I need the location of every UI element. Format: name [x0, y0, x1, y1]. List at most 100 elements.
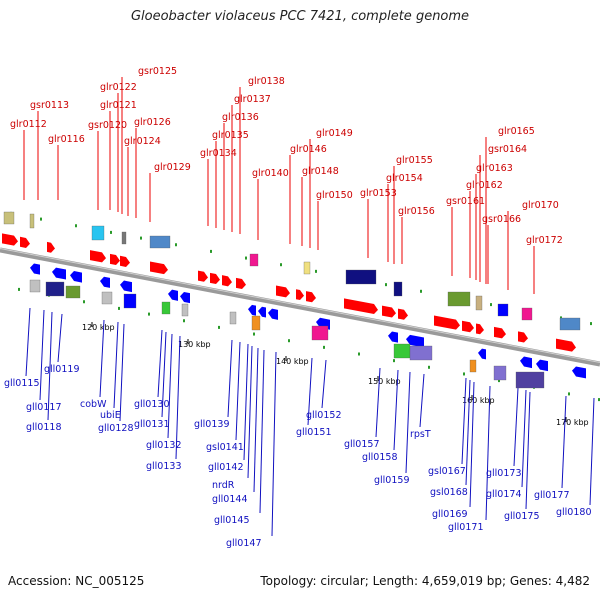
- forward-gene-label: glr0163: [476, 163, 513, 174]
- reverse-label-leader: [39, 309, 45, 401]
- forward-gene-arrow: [20, 236, 30, 248]
- reverse-gene-label: gll0174: [486, 489, 522, 500]
- track-marker: [463, 372, 465, 376]
- track-marker: [323, 345, 325, 349]
- forward-gene-arrow: [434, 315, 460, 330]
- reverse-label-leader: [469, 381, 475, 508]
- feature-box: [251, 315, 261, 331]
- accession-text: Accession: NC_005125: [8, 574, 145, 588]
- scale-tick-label: 120 kbp: [82, 323, 115, 332]
- feature-box: [515, 371, 545, 389]
- forward-gene-label: glr0138: [248, 76, 285, 87]
- forward-gene-label: glr0126: [134, 117, 171, 128]
- forward-gene-arrow: [236, 277, 246, 289]
- reverse-gene-label: gll0145: [214, 515, 250, 526]
- backbone-highlight: [0, 248, 600, 363]
- track-marker: [490, 303, 492, 307]
- track-marker: [253, 332, 255, 336]
- feature-box: [149, 235, 171, 249]
- track-marker: [315, 269, 317, 273]
- forward-gene-arrow: [110, 253, 120, 266]
- forward-gene-label: gsr0161: [446, 196, 485, 207]
- reverse-gene-arrow: [248, 304, 256, 316]
- reverse-gene-label: gll0157: [344, 439, 380, 450]
- feature-box: [29, 279, 41, 293]
- track-marker: [568, 392, 570, 396]
- reverse-gene-arrow: [120, 280, 132, 293]
- reverse-gene-arrow: [100, 276, 110, 288]
- forward-gene-arrow: [398, 308, 408, 320]
- reverse-gene-label: gll0118: [26, 422, 62, 433]
- forward-gene-label: glr0116: [48, 134, 85, 145]
- feature-box: [469, 359, 477, 373]
- feature-box: [45, 281, 65, 297]
- forward-gene-label: glr0149: [316, 128, 353, 139]
- feature-box: [345, 269, 377, 285]
- reverse-gene-label: gll0117: [26, 402, 62, 413]
- track-marker: [83, 300, 85, 304]
- reverse-label-leader: [521, 389, 527, 488]
- feature-box: [229, 311, 237, 325]
- forward-gene-label: glr0165: [498, 126, 535, 137]
- track-marker: [385, 283, 387, 287]
- reverse-gene-arrow: [478, 348, 486, 360]
- track-marker: [218, 325, 220, 329]
- forward-gene-label: glr0135: [212, 130, 249, 141]
- forward-gene-label: glr0122: [100, 82, 137, 93]
- reverse-label-leader: [321, 359, 327, 409]
- forward-gene-arrow: [462, 320, 474, 333]
- genome-summary-text: Topology: circular; Length: 4,659,019 bp…: [260, 574, 590, 588]
- feature-box: [123, 293, 137, 309]
- forward-gene-label: gsr0125: [138, 66, 177, 77]
- backbone-line: [0, 247, 600, 367]
- feature-box: [91, 225, 105, 241]
- reverse-label-leader: [465, 379, 471, 486]
- reverse-gene-label: gll0139: [194, 419, 230, 430]
- reverse-gene-label: ubiE: [100, 410, 121, 421]
- reverse-gene-arrow: [388, 331, 398, 343]
- reverse-gene-arrow: [268, 308, 278, 320]
- track-marker: [420, 289, 422, 293]
- forward-gene-label: glr0124: [124, 136, 161, 147]
- forward-gene-label: glr0137: [234, 94, 271, 105]
- reverse-gene-arrow: [536, 359, 548, 372]
- reverse-gene-label: gll0142: [208, 462, 244, 473]
- reverse-gene-label: nrdR: [212, 480, 235, 491]
- reverse-label-leader: [99, 319, 105, 398]
- reverse-gene-arrow: [520, 356, 532, 369]
- reverse-gene-label: gll0131: [134, 419, 170, 430]
- reverse-gene-label: gsl0141: [206, 442, 244, 453]
- forward-gene-label: glr0172: [526, 235, 563, 246]
- forward-gene-arrow: [494, 326, 506, 339]
- feature-box: [303, 261, 311, 275]
- reverse-label-leader: [461, 377, 467, 465]
- reverse-label-leader: [113, 321, 119, 409]
- reverse-label-leader: [375, 367, 381, 438]
- forward-gene-label: glr0154: [386, 173, 423, 184]
- reverse-label-leader: [561, 395, 567, 489]
- reverse-gene-label: gll0158: [362, 452, 398, 463]
- forward-gene-arrow: [2, 233, 18, 246]
- track-band: [0, 205, 600, 419]
- forward-gene-label: glr0134: [200, 148, 237, 159]
- reverse-gene-label: gll0133: [146, 461, 182, 472]
- reverse-label-leader: [47, 311, 53, 421]
- track-marker: [498, 379, 500, 383]
- reverse-gene-label: gll0115: [4, 378, 40, 389]
- forward-gene-label: glr0156: [398, 206, 435, 217]
- scale-tick-label: 140 kbp: [276, 357, 309, 366]
- forward-gene-label: glr0162: [466, 180, 503, 191]
- forward-gene-label: glr0153: [360, 188, 397, 199]
- forward-gene-arrow: [306, 291, 316, 303]
- reverse-gene-label: gll0152: [306, 410, 342, 421]
- track-marker: [110, 230, 112, 234]
- scale-tick-label: 130 kbp: [178, 340, 211, 349]
- forward-gene-label: glr0150: [316, 190, 353, 201]
- forward-gene-arrow: [382, 305, 396, 318]
- forward-gene-label: glr0112: [10, 119, 47, 130]
- reverse-label-leader: [167, 333, 173, 439]
- reverse-gene-arrow: [180, 291, 190, 304]
- genome-backbone: [0, 205, 600, 419]
- reverse-label-leader: [393, 369, 399, 451]
- reverse-label-leader: [235, 341, 241, 441]
